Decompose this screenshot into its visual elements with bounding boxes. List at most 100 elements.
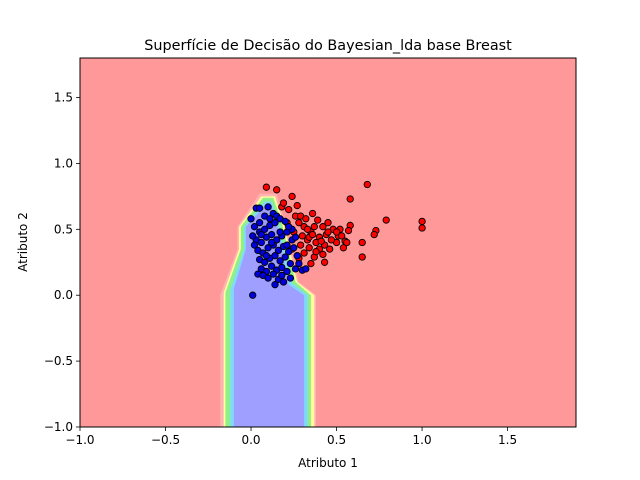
data-point-series-1 [283,267,291,276]
plot-area [80,58,576,427]
data-point-series-0 [358,253,366,261]
data-point-series-1 [250,241,259,249]
data-point-series-1 [281,217,289,226]
data-point-series-1 [285,223,293,231]
data-point-series-1 [276,257,284,265]
data-point-series-0 [338,232,346,240]
data-point-series-0 [285,205,293,214]
data-point-series-1 [274,246,283,255]
data-point-series-0 [288,192,296,201]
data-point-series-0 [273,186,281,194]
data-point-series-1 [255,219,264,227]
y-tick-label: 0.5 [54,222,73,236]
data-point-series-0 [302,215,310,223]
data-point-series-1 [262,252,271,260]
data-point-series-1 [293,252,301,260]
x-axis-label: Atributo 1 [298,456,358,470]
data-point-series-1 [295,259,303,268]
data-point-series-1 [276,228,284,236]
y-tick-label: 1.5 [54,91,73,105]
data-point-series-0 [320,258,329,266]
x-tick-label: 0.0 [241,433,260,447]
data-point-series-0 [312,248,320,256]
data-point-series-0 [344,226,353,235]
data-point-series-1 [257,238,265,247]
data-point-series-0 [370,230,378,239]
data-point-series-1 [255,204,264,212]
data-point-series-0 [308,209,317,218]
data-point-series-0 [296,241,305,249]
data-point-series-0 [418,224,426,232]
data-point-series-1 [264,203,272,211]
x-tick-label: 1.5 [498,433,517,447]
data-point-series-1 [249,291,257,299]
data-point-series-1 [267,262,276,270]
data-point-series-0 [346,195,354,203]
data-point-series-1 [267,238,276,247]
data-point-series-1 [249,232,257,240]
data-point-series-0 [324,219,332,227]
decision-region-benign-region [233,204,305,427]
data-point-series-0 [319,223,327,231]
data-point-series-1 [257,230,265,239]
data-point-series-1 [285,248,293,256]
data-point-series-0 [343,238,351,247]
data-point-series-1 [271,252,279,260]
data-point-series-1 [302,265,310,273]
x-tick-label: −0.5 [151,433,180,447]
data-point-series-0 [310,223,318,231]
data-point-series-1 [278,271,286,280]
x-tick-label: −1.0 [65,433,94,447]
data-point-series-0 [319,250,327,259]
data-point-series-1 [286,274,295,282]
data-point-series-1 [261,258,269,266]
data-point-series-0 [303,225,312,233]
data-point-series-0 [279,199,288,207]
data-point-series-0 [308,230,317,239]
y-tick-label: −0.5 [44,354,73,368]
y-tick-label: 1.0 [54,156,73,170]
data-point-series-0 [317,237,325,245]
y-axis-label: Atributo 2 [16,212,30,272]
data-point-series-1 [271,281,279,289]
data-point-series-1 [247,215,255,223]
data-point-series-1 [291,233,300,241]
y-tick-label: −1.0 [44,420,73,434]
data-point-series-1 [279,278,288,286]
data-point-series-0 [326,245,334,253]
data-point-series-1 [267,230,276,239]
data-point-series-1 [283,241,291,249]
x-tick-label: 1.0 [413,433,432,447]
data-point-series-0 [363,180,371,189]
data-point-series-0 [262,183,271,191]
data-point-series-0 [324,228,332,236]
data-point-series-0 [295,219,303,227]
data-point-series-1 [291,265,300,273]
data-point-series-1 [290,244,298,252]
data-point-series-0 [327,236,336,244]
plot-frame [79,57,577,428]
data-point-series-0 [418,217,426,226]
data-point-series-1 [269,270,277,278]
data-point-series-1 [286,259,295,268]
data-point-series-0 [358,238,366,247]
data-point-series-0 [332,228,341,236]
data-point-series-0 [307,259,315,268]
x-tick-label: 0.5 [327,433,346,447]
data-point-series-1 [266,215,274,223]
data-point-series-1 [250,223,259,231]
data-point-series-0 [305,244,313,252]
chart-title: Superfície de Decisão do Bayesian_lda ba… [144,38,512,54]
data-point-series-0 [293,201,301,210]
data-point-series-0 [300,249,308,257]
y-axis-ticks: −1.0 −0.5 0.0 0.5 1.0 1.5 [44,91,80,434]
data-point-series-1 [261,225,269,233]
data-point-series-1 [278,263,286,272]
x-axis-ticks: −1.0 −0.5 0.0 0.5 1.0 1.5 [65,427,517,447]
data-point-series-0 [314,216,322,224]
data-point-series-1 [271,219,279,227]
data-point-series-0 [339,244,348,252]
data-point-series-0 [298,232,306,240]
data-point-series-1 [281,253,289,261]
